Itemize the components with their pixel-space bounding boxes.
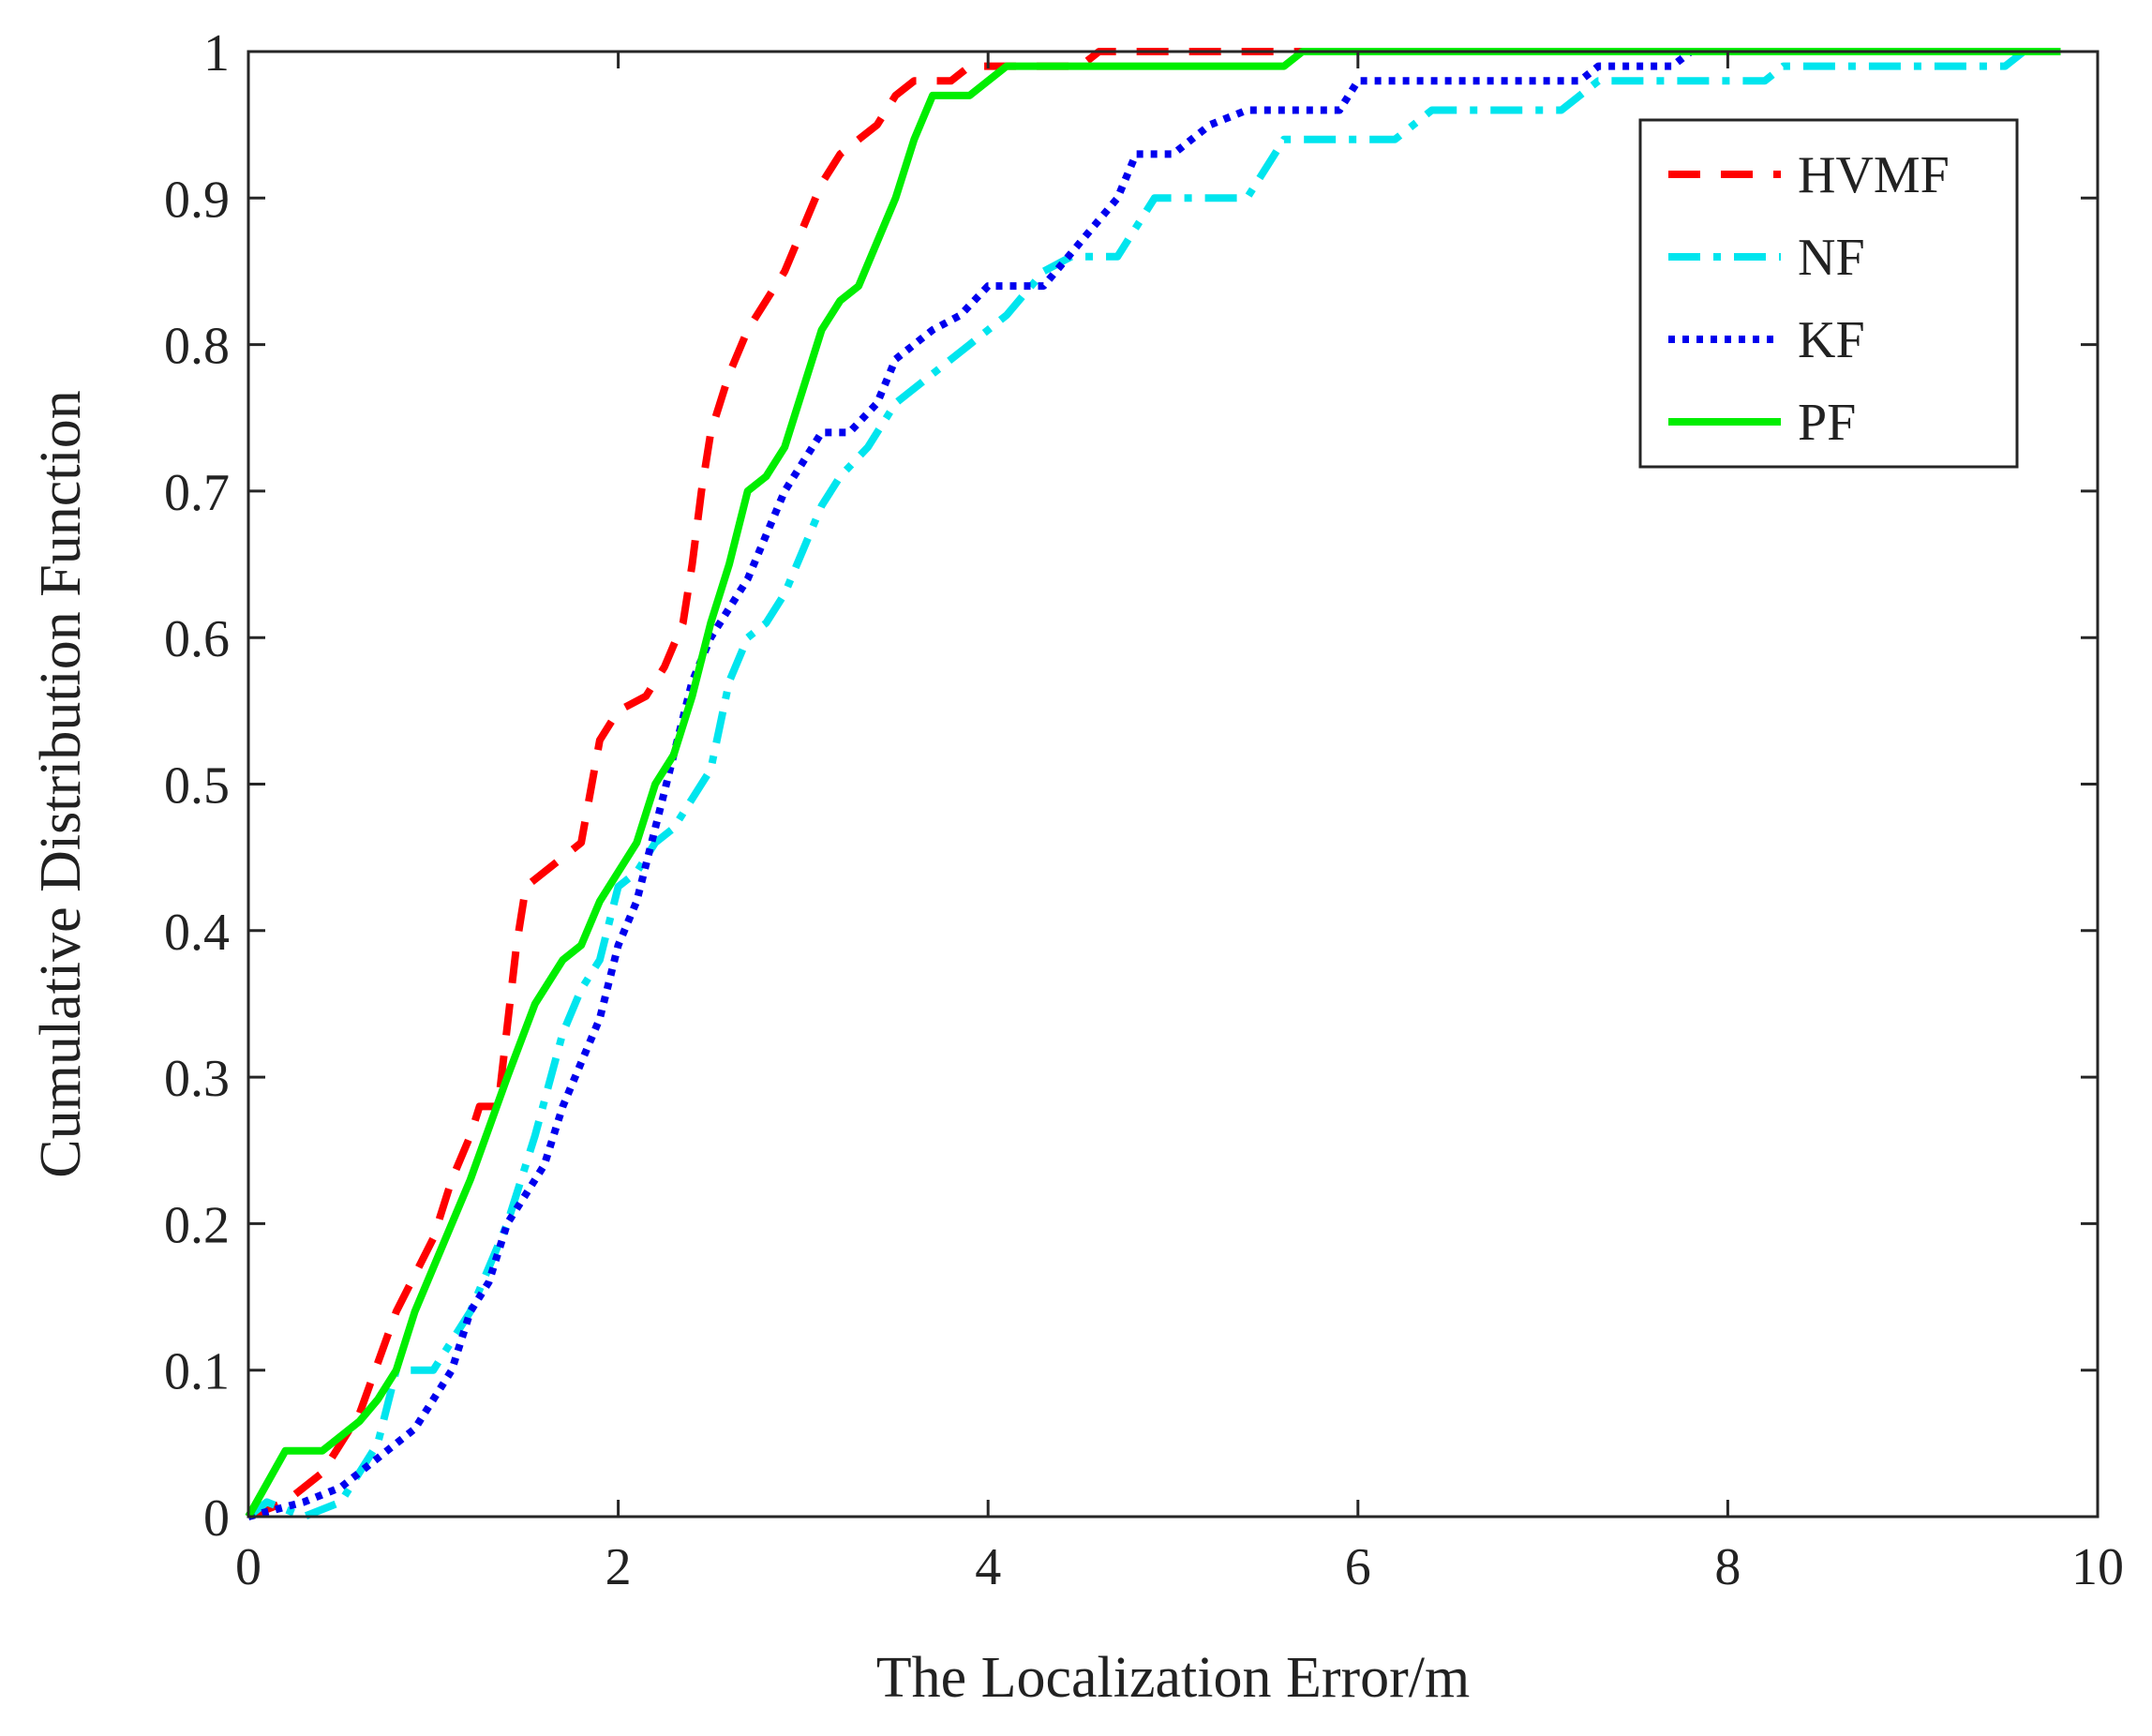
y-tick-label: 1 — [203, 24, 230, 82]
legend-label-pf: PF — [1798, 394, 1856, 452]
series-layer — [245, 48, 2061, 1520]
legend: HVMF NF KF PF — [1638, 118, 2019, 469]
x-tick-label: 10 — [2071, 1538, 2124, 1596]
y-tick-label: 0.5 — [164, 757, 230, 816]
axis-ticks: 0 2 4 6 8 10 0 0.1 0.2 0.3 0.4 0.5 0.6 0.7 0.8 0.9 1 — [164, 24, 2124, 1596]
x-tick-label: 6 — [1345, 1538, 1371, 1596]
y-tick-label: 0.1 — [164, 1343, 230, 1401]
y-tick-label: 0.3 — [164, 1050, 230, 1108]
y-tick-label: 0.2 — [164, 1196, 230, 1254]
legend-box — [1638, 118, 2019, 469]
y-tick-label: 0 — [203, 1489, 230, 1548]
y-tick-label: 0.6 — [164, 610, 230, 668]
legend-label-nf: NF — [1798, 229, 1865, 287]
x-tick-label: 0 — [235, 1538, 262, 1596]
x-axis-title: The Localization Error/m — [876, 1646, 1471, 1710]
y-tick-label: 0.8 — [164, 318, 230, 376]
series-line-pf — [245, 48, 2061, 1519]
series-line-hvmf — [247, 48, 2061, 1520]
y-tick-label: 0.9 — [164, 171, 230, 229]
x-tick-label: 2 — [605, 1538, 632, 1596]
y-axis-title: Cumulative Distribution Function — [29, 390, 93, 1177]
series-line-nf — [246, 48, 2061, 1520]
legend-label-hvmf: HVMF — [1798, 146, 1950, 204]
series-line-kf — [247, 48, 2061, 1520]
x-tick-label: 4 — [975, 1538, 1001, 1596]
legend-label-kf: KF — [1798, 311, 1865, 369]
y-tick-label: 0.7 — [164, 464, 230, 522]
x-tick-label: 8 — [1714, 1538, 1741, 1596]
y-tick-label: 0.4 — [164, 904, 230, 962]
